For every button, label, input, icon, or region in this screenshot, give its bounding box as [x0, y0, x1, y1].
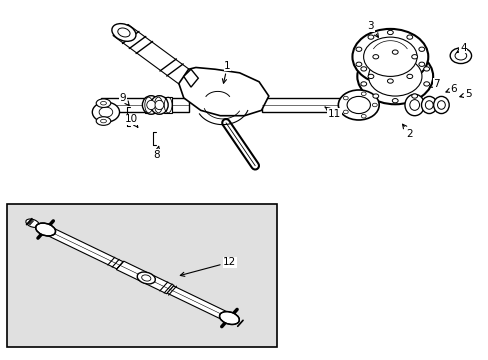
Ellipse shape: [101, 102, 106, 105]
Polygon shape: [116, 261, 174, 294]
Ellipse shape: [155, 100, 163, 110]
Text: 1: 1: [222, 61, 230, 83]
Text: 8: 8: [153, 146, 160, 160]
Ellipse shape: [352, 29, 427, 85]
Bar: [7, 204, 277, 347]
Ellipse shape: [391, 50, 397, 54]
Bar: [144, 97, 152, 113]
Text: 6: 6: [445, 84, 456, 94]
Ellipse shape: [361, 92, 366, 95]
Ellipse shape: [404, 94, 424, 116]
Ellipse shape: [26, 219, 39, 228]
Ellipse shape: [343, 96, 347, 100]
Polygon shape: [167, 286, 228, 320]
Ellipse shape: [433, 96, 448, 113]
Bar: [101, 98, 188, 112]
Ellipse shape: [391, 99, 397, 103]
Ellipse shape: [346, 96, 370, 113]
Bar: [261, 98, 370, 112]
Ellipse shape: [363, 37, 416, 76]
Text: 7: 7: [428, 78, 439, 89]
Text: 9: 9: [120, 93, 129, 105]
Ellipse shape: [150, 96, 168, 114]
Ellipse shape: [423, 67, 429, 71]
Ellipse shape: [219, 312, 239, 324]
Polygon shape: [183, 69, 198, 87]
Ellipse shape: [425, 101, 432, 109]
Ellipse shape: [418, 62, 424, 66]
Ellipse shape: [372, 103, 376, 107]
Ellipse shape: [361, 114, 366, 118]
Ellipse shape: [367, 35, 373, 39]
Ellipse shape: [101, 119, 106, 123]
Ellipse shape: [357, 49, 432, 104]
Ellipse shape: [99, 107, 113, 117]
Ellipse shape: [409, 100, 419, 111]
Ellipse shape: [437, 101, 445, 109]
Text: 12: 12: [180, 257, 236, 276]
Polygon shape: [113, 24, 196, 86]
Ellipse shape: [355, 62, 361, 66]
Ellipse shape: [386, 79, 392, 83]
Ellipse shape: [421, 96, 436, 113]
Ellipse shape: [96, 117, 111, 125]
Ellipse shape: [96, 99, 111, 108]
Polygon shape: [179, 67, 268, 116]
Text: 10: 10: [125, 114, 138, 127]
Text: 4: 4: [456, 43, 466, 53]
Ellipse shape: [406, 74, 412, 78]
Ellipse shape: [36, 223, 56, 236]
Ellipse shape: [92, 102, 119, 122]
Ellipse shape: [372, 55, 378, 59]
Ellipse shape: [449, 48, 470, 64]
Polygon shape: [47, 228, 123, 269]
Ellipse shape: [118, 28, 130, 37]
Ellipse shape: [360, 82, 366, 86]
Ellipse shape: [406, 35, 412, 39]
Ellipse shape: [454, 51, 466, 60]
Ellipse shape: [137, 272, 155, 284]
Ellipse shape: [411, 55, 417, 59]
Ellipse shape: [423, 82, 429, 86]
Ellipse shape: [368, 57, 421, 96]
Ellipse shape: [372, 94, 378, 98]
Text: 3: 3: [367, 21, 378, 37]
Ellipse shape: [112, 24, 136, 41]
Ellipse shape: [146, 100, 155, 110]
Text: 2: 2: [402, 124, 412, 139]
Ellipse shape: [338, 90, 378, 120]
Ellipse shape: [360, 67, 366, 71]
Ellipse shape: [142, 96, 160, 114]
Bar: [154, 97, 162, 113]
Ellipse shape: [355, 47, 361, 51]
Ellipse shape: [386, 30, 392, 35]
Ellipse shape: [367, 74, 373, 78]
Text: 11: 11: [325, 107, 340, 119]
Ellipse shape: [343, 110, 347, 114]
Ellipse shape: [411, 94, 417, 98]
Ellipse shape: [418, 47, 424, 51]
Bar: [164, 97, 172, 113]
Ellipse shape: [142, 275, 151, 281]
Text: 5: 5: [459, 89, 470, 99]
